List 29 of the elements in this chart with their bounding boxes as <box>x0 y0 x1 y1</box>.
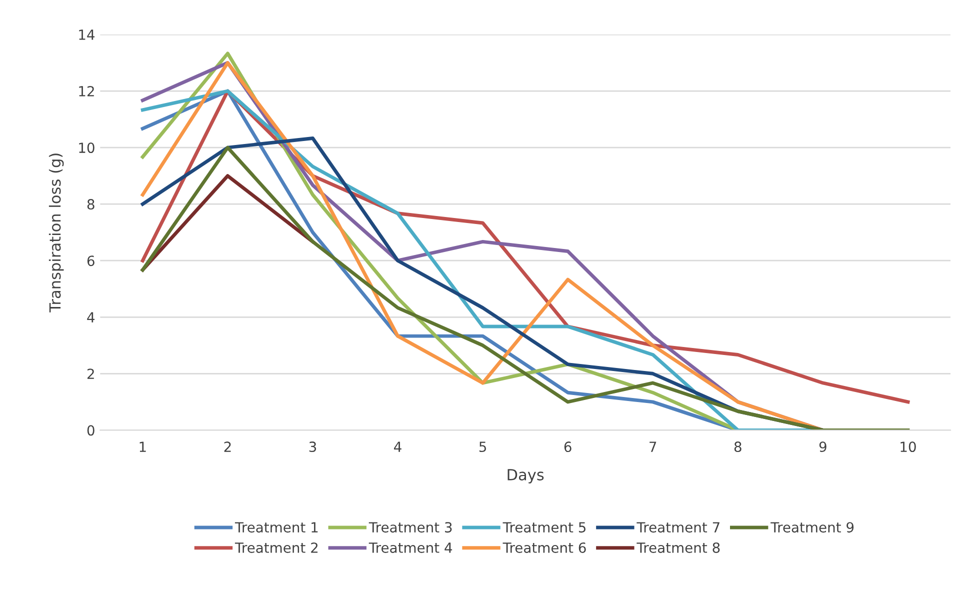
legend-label: Treatment 8 <box>636 542 720 553</box>
y-tick-label: 2 <box>87 368 94 379</box>
y-tick-label: 8 <box>87 199 94 210</box>
x-tick-label: 10 <box>900 442 916 452</box>
y-tick-label: 0 <box>87 425 94 436</box>
y-tick-label: 6 <box>87 256 94 266</box>
y-axis-title: Transpiration loss (g) <box>48 154 64 312</box>
x-tick-label: 1 <box>140 442 146 452</box>
legend-label: Treatment 9 <box>770 522 854 533</box>
x-tick-label: 2 <box>224 442 231 452</box>
x-tick-label: 3 <box>309 442 316 452</box>
x-tick-label: 9 <box>819 442 826 452</box>
y-tick-label: 12 <box>79 86 94 96</box>
x-tick-label: 5 <box>479 442 486 452</box>
y-tick-label: 14 <box>79 30 95 40</box>
x-tick-label: 4 <box>394 442 402 452</box>
legend-label: Treatment 1 <box>234 522 318 533</box>
x-tick-label: 8 <box>734 442 742 452</box>
y-tick-label: 10 <box>79 142 94 154</box>
legend-label: Treatment 7 <box>636 522 720 533</box>
legend-label: Treatment 2 <box>234 542 318 553</box>
legend-label: Treatment 4 <box>368 542 452 553</box>
x-tick-label: 6 <box>564 442 572 452</box>
legend-label: Treatment 3 <box>368 522 452 533</box>
y-tick-label: 4 <box>87 312 95 322</box>
x-tick-label: 7 <box>650 442 656 452</box>
legend-label: Treatment 6 <box>502 542 586 553</box>
x-axis-title: Days <box>508 469 544 484</box>
legend-label: Treatment 5 <box>502 522 586 533</box>
